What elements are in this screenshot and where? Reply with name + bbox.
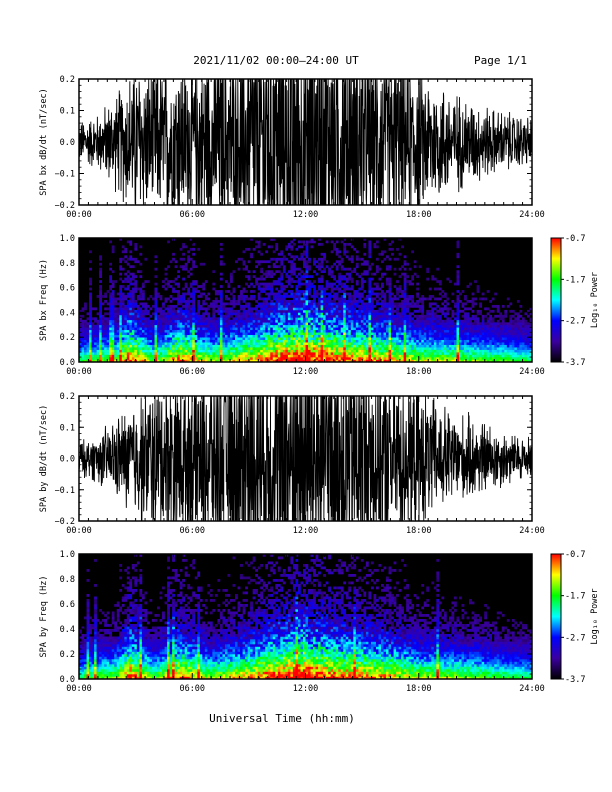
colorbar-by: -0.7 -1.7 -2.7 -3.7 Log₁₀ Power [550, 550, 600, 685]
y-tick-label: 0.6 [60, 600, 75, 610]
y-tick-label: 0.0 [60, 358, 75, 368]
y-tick-label: −0.1 [55, 170, 75, 180]
y-tick-label: 0.0 [60, 138, 75, 148]
x-tick-label: 00:00 [66, 367, 92, 377]
y-tick-label: 0.4 [60, 308, 75, 318]
x-tick-label: 06:00 [179, 526, 205, 536]
y-tick-label: 0.0 [60, 455, 75, 465]
y-tick-label: 0.0 [60, 675, 75, 685]
y-tick-label: 0.2 [60, 333, 75, 343]
x-tick-label: 00:00 [66, 210, 92, 220]
y-axis-label: SPA by dB/dt (nT/sec) [39, 405, 49, 512]
y-tick-label: 0.6 [60, 284, 75, 294]
x-tick-label: 06:00 [179, 367, 205, 377]
y-axis-label: SPA bx Freq (Hz) [39, 259, 49, 341]
waveform-series [79, 396, 532, 521]
y-tick-label: 0.8 [60, 259, 75, 269]
x-tick-label: 06:00 [179, 210, 205, 220]
panel-bx-spectrogram: 00:00 06:00 12:00 18:00 24:00 1.0 0.8 0.6 0.4 0.2… [39, 234, 545, 377]
x-tick-label: 12:00 [293, 526, 319, 536]
y-tick-label: −0.2 [55, 517, 75, 527]
x-tick-label: 24:00 [519, 210, 545, 220]
x-axis-label: Universal Time (hh:mm) [209, 712, 355, 725]
colorbar-label: Log₁₀ Power [590, 588, 600, 644]
y-tick-label: 0.2 [60, 650, 75, 660]
x-tick-label: 12:00 [293, 210, 319, 220]
y-tick-label: 0.1 [60, 423, 75, 433]
x-tick-label: 18:00 [406, 210, 432, 220]
colorbar-tick-label: -1.7 [565, 275, 585, 285]
x-tick-label: 24:00 [519, 367, 545, 377]
y-tick-label: −0.1 [55, 486, 75, 496]
y-tick-label: 0.2 [60, 392, 75, 402]
colorbar-tick-label: -3.7 [565, 675, 585, 685]
colorbar-tick-label: -1.7 [565, 592, 585, 602]
x-tick-label: 12:00 [293, 684, 319, 694]
x-tick-label: 24:00 [519, 526, 545, 536]
spectrogram-cells [79, 238, 533, 363]
panel-by-spectrogram: 00:00 06:00 12:00 18:00 24:00 1.0 0.8 0.6 0.4 0.2… [39, 550, 545, 694]
x-tick-label: 18:00 [406, 526, 432, 536]
y-axis-label: SPA by Freq (Hz) [39, 576, 49, 658]
x-tick-label: 00:00 [66, 684, 92, 694]
y-tick-label: 0.8 [60, 575, 75, 585]
header-date-range: 2021/11/02 00:00–24:00 UT [193, 54, 359, 67]
y-axis-label: SPA bx dB/dt (nT/sec) [39, 88, 49, 195]
y-tick-label: −0.2 [55, 201, 75, 211]
x-tick-label: 00:00 [66, 526, 92, 536]
panel-by-dbdt: 00:00 06:00 12:00 18:00 24:00 0.2 0.1 0.0 −0.1 −0… [39, 392, 545, 536]
colorbar-tick-label: -2.7 [565, 633, 585, 643]
colorbar-bx: -0.7 -1.7 -2.7 -3.7 Log₁₀ Power [550, 234, 600, 368]
x-tick-label: 12:00 [293, 367, 319, 377]
x-tick-label: 06:00 [179, 684, 205, 694]
colorbar-gradient [550, 237, 562, 363]
y-tick-label: 1.0 [60, 550, 75, 560]
x-tick-label: 18:00 [406, 684, 432, 694]
x-tick-label: 24:00 [519, 684, 545, 694]
colorbar-tick-label: -2.7 [565, 317, 585, 327]
y-tick-label: 0.1 [60, 107, 75, 117]
colorbar-tick-label: -3.7 [565, 358, 585, 368]
colorbar-tick-label: -0.7 [565, 550, 585, 560]
panel-bx-dbdt: 00:00 06:00 12:00 18:00 24:00 0.2 0.1 0.0 −0.1 −0… [39, 75, 545, 220]
y-tick-label: 0.4 [60, 625, 75, 635]
y-tick-label: 1.0 [60, 234, 75, 244]
colorbar-tick-label: -0.7 [565, 234, 585, 244]
colorbar-label: Log₁₀ Power [590, 272, 600, 328]
y-tick-label: 0.2 [60, 75, 75, 85]
x-tick-label: 18:00 [406, 367, 432, 377]
colorbar-gradient [550, 553, 562, 680]
spectrogram-cells [79, 554, 533, 680]
header-page: Page 1/1 [474, 54, 527, 67]
waveform-series [79, 79, 532, 205]
